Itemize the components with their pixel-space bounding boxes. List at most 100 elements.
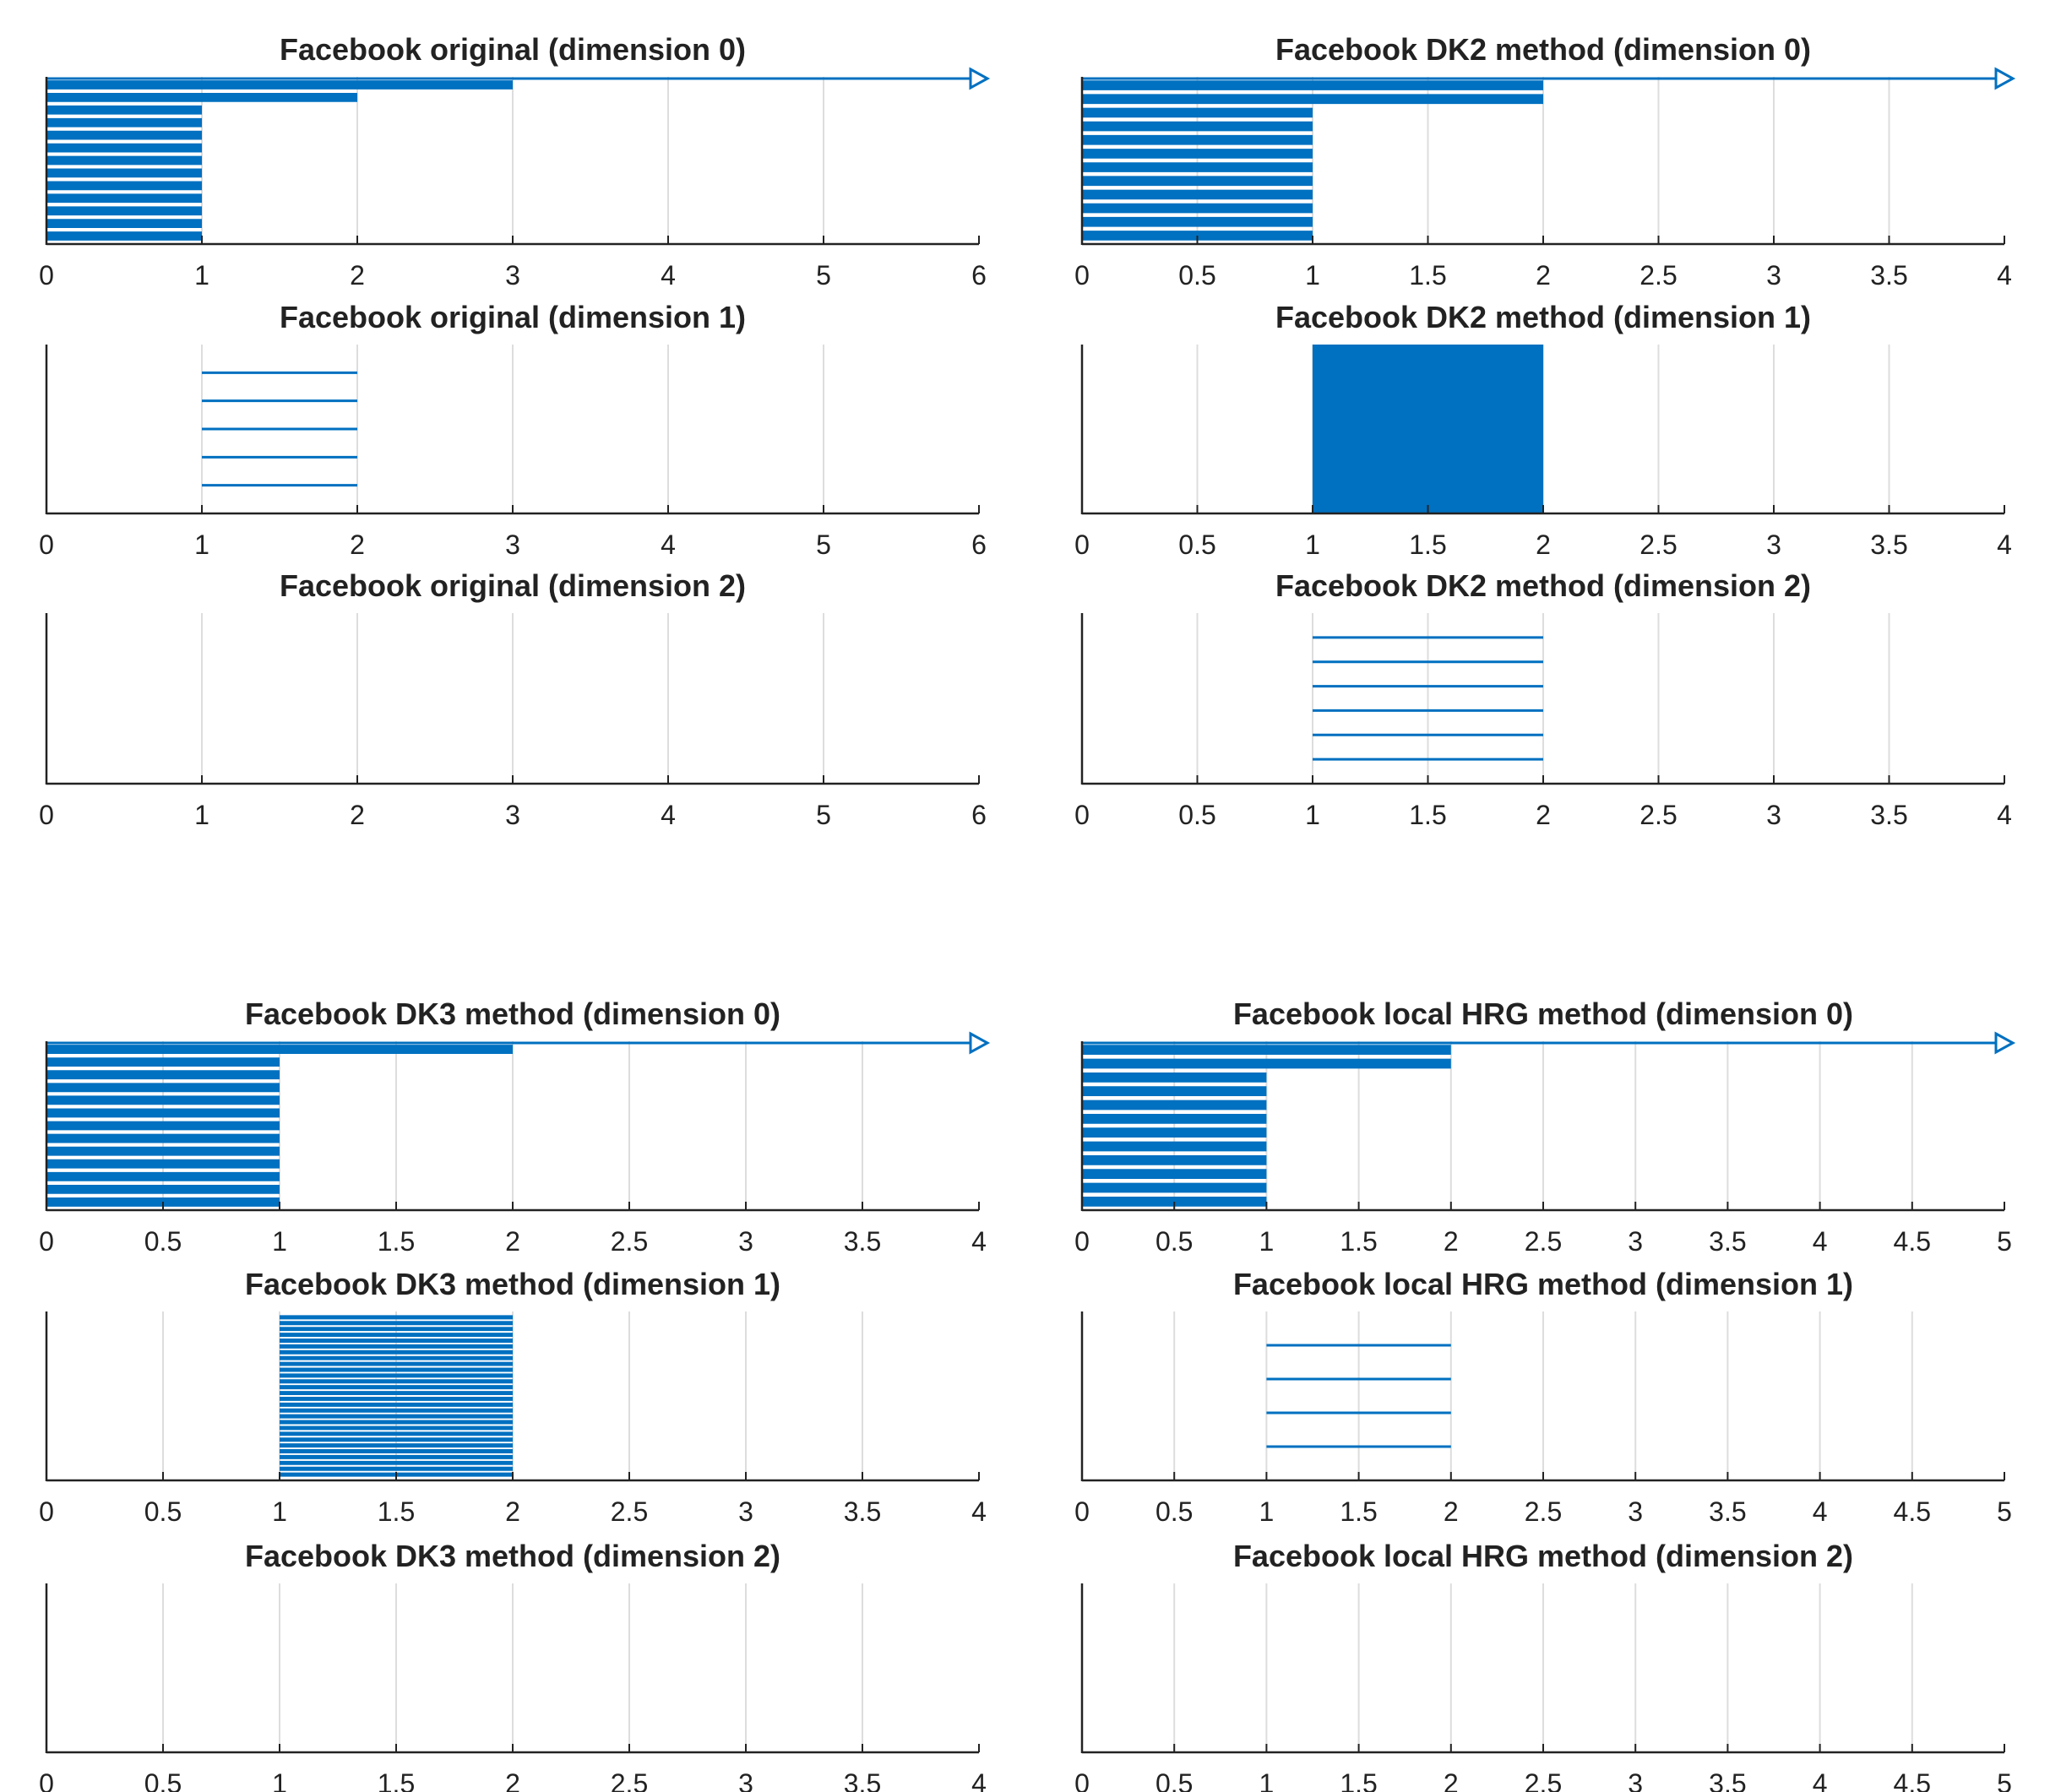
x-tick-label: 0 — [1074, 1768, 1090, 1792]
infinite-arrow-icon — [1994, 67, 2016, 90]
x-tick-label: 1.5 — [378, 1768, 415, 1792]
x-tick-label: 0.5 — [144, 1226, 182, 1257]
panel-title: Facebook local HRG method (dimension 0) — [1233, 996, 1853, 1031]
x-tick-label: 0 — [1074, 529, 1090, 560]
barcode-bar — [1313, 345, 1543, 513]
x-tick-label: 0 — [39, 1226, 54, 1257]
x-tick-label: 2.5 — [1639, 529, 1677, 560]
x-tick-label: 3 — [505, 800, 520, 830]
x-tick-label: 3.5 — [1870, 800, 1907, 830]
x-tick-label: 2 — [350, 260, 365, 291]
x-tick-label: 2 — [505, 1768, 520, 1792]
barcode-panel: Facebook original (dimension 1) 0 1 2 3 4 5 6 — [39, 300, 987, 560]
x-tick-label: 1 — [1305, 260, 1320, 291]
x-tick-label: 0 — [39, 529, 54, 560]
x-tick-label: 0 — [1074, 1496, 1090, 1527]
panel-title: Facebook DK2 method (dimension 0) — [1275, 32, 1811, 67]
x-tick-label: 2.5 — [1525, 1226, 1562, 1257]
x-tick-label: 2 — [1536, 260, 1551, 291]
panel-title: Facebook DK2 method (dimension 1) — [1275, 300, 1811, 334]
x-tick-label: 3 — [1766, 260, 1781, 291]
x-tick-label: 5 — [1997, 1226, 2012, 1257]
infinite-arrow-icon — [969, 67, 991, 90]
x-tick-label: 5 — [1997, 1496, 2012, 1527]
barcode-panel: Facebook local HRG method (dimension 1) 0… — [1074, 1267, 2012, 1527]
x-tick-label: 4 — [1997, 260, 2012, 291]
x-tick-label: 3.5 — [844, 1496, 881, 1527]
x-tick-label: 3 — [1628, 1768, 1643, 1792]
x-tick-label: 3 — [738, 1226, 753, 1257]
panel-title: Facebook DK3 method (dimension 0) — [245, 996, 780, 1031]
x-tick-label: 5 — [1997, 1768, 2012, 1792]
x-tick-label: 1 — [1305, 529, 1320, 560]
x-tick-label: 1 — [1259, 1768, 1275, 1792]
x-tick-label: 1.5 — [1409, 529, 1446, 560]
x-tick-label: 1 — [1259, 1226, 1275, 1257]
x-tick-label: 4 — [1997, 529, 2012, 560]
panel-title: Facebook original (dimension 0) — [280, 32, 746, 67]
x-tick-label: 3.5 — [844, 1768, 881, 1792]
x-tick-label: 3 — [505, 529, 520, 560]
x-tick-label: 0.5 — [1178, 800, 1215, 830]
x-tick-label: 2 — [505, 1226, 520, 1257]
x-tick-label: 5 — [816, 529, 831, 560]
x-tick-label: 1 — [194, 260, 209, 291]
x-tick-label: 4 — [661, 800, 676, 830]
x-tick-label: 2.5 — [1639, 800, 1677, 830]
x-tick-label: 1.5 — [1409, 260, 1446, 291]
x-tick-label: 4 — [1813, 1496, 1828, 1527]
x-tick-label: 2 — [505, 1496, 520, 1527]
x-tick-label: 6 — [971, 529, 987, 560]
x-tick-label: 1 — [272, 1226, 287, 1257]
x-tick-label: 1.5 — [378, 1226, 415, 1257]
x-tick-label: 4 — [661, 529, 676, 560]
barcode-panel: Facebook DK3 method (dimension 2) 0 0.5 1 1.… — [39, 1539, 987, 1792]
panel-title: Facebook original (dimension 2) — [280, 568, 746, 603]
barcode-panel: Facebook DK2 method (dimension 1) 0 0.5 1 1.… — [1074, 300, 2012, 560]
x-tick-label: 3.5 — [1870, 529, 1907, 560]
x-tick-label: 2 — [1444, 1496, 1459, 1527]
barcode-panel: Facebook DK3 method (dimension 0) 0 0.5 1 1.… — [39, 996, 991, 1257]
x-tick-label: 0 — [39, 800, 54, 830]
barcode-panel: Facebook DK2 method (dimension 2) 0 0.5 1 1.… — [1074, 568, 2012, 830]
barcode-panel: Facebook DK3 method (dimension 1) 0 0.5 1 1.… — [39, 1267, 987, 1527]
x-tick-label: 1.5 — [378, 1496, 415, 1527]
x-tick-label: 2 — [1536, 800, 1551, 830]
x-tick-label: 2.5 — [1639, 260, 1677, 291]
x-tick-label: 0 — [1074, 260, 1090, 291]
x-tick-label: 1.5 — [1340, 1496, 1377, 1527]
infinite-arrow-icon — [1994, 1031, 2016, 1055]
x-tick-label: 3 — [1766, 800, 1781, 830]
x-tick-label: 1 — [194, 529, 209, 560]
x-tick-label: 2 — [1536, 529, 1551, 560]
x-tick-label: 2.5 — [1525, 1768, 1562, 1792]
x-tick-label: 1.5 — [1409, 800, 1446, 830]
x-tick-label: 2.5 — [611, 1226, 648, 1257]
x-tick-label: 4.5 — [1894, 1768, 1931, 1792]
barcode-panel: Facebook original (dimension 2) 0 1 2 3 4 5 6 — [39, 568, 987, 830]
x-tick-label: 3 — [738, 1768, 753, 1792]
barcode-panel: Facebook original (dimension 0) 0 1 2 3 4 5 6 — [39, 32, 991, 291]
x-tick-label: 1 — [1259, 1496, 1275, 1527]
x-tick-label: 1 — [272, 1768, 287, 1792]
x-tick-label: 4 — [1813, 1768, 1828, 1792]
barcode-panel: Facebook local HRG method (dimension 2) 0… — [1074, 1539, 2012, 1792]
x-tick-label: 2.5 — [611, 1496, 648, 1527]
x-tick-label: 5 — [816, 800, 831, 830]
x-tick-label: 4 — [971, 1496, 987, 1527]
x-tick-label: 4 — [971, 1768, 987, 1792]
x-tick-label: 6 — [971, 260, 987, 291]
x-tick-label: 2 — [350, 800, 365, 830]
x-tick-label: 3.5 — [1709, 1496, 1746, 1527]
x-tick-label: 2.5 — [1525, 1496, 1562, 1527]
x-tick-label: 0.5 — [144, 1496, 182, 1527]
x-tick-label: 0.5 — [1156, 1768, 1193, 1792]
x-tick-label: 0 — [39, 1496, 54, 1527]
x-tick-label: 1.5 — [1340, 1768, 1377, 1792]
x-tick-label: 3 — [738, 1496, 753, 1527]
x-tick-label: 6 — [971, 800, 987, 830]
panel-title: Facebook local HRG method (dimension 2) — [1233, 1539, 1853, 1573]
x-tick-label: 5 — [816, 260, 831, 291]
barcode-panel: Facebook DK2 method (dimension 0) 0 0.5 1 1.… — [1074, 32, 2016, 291]
